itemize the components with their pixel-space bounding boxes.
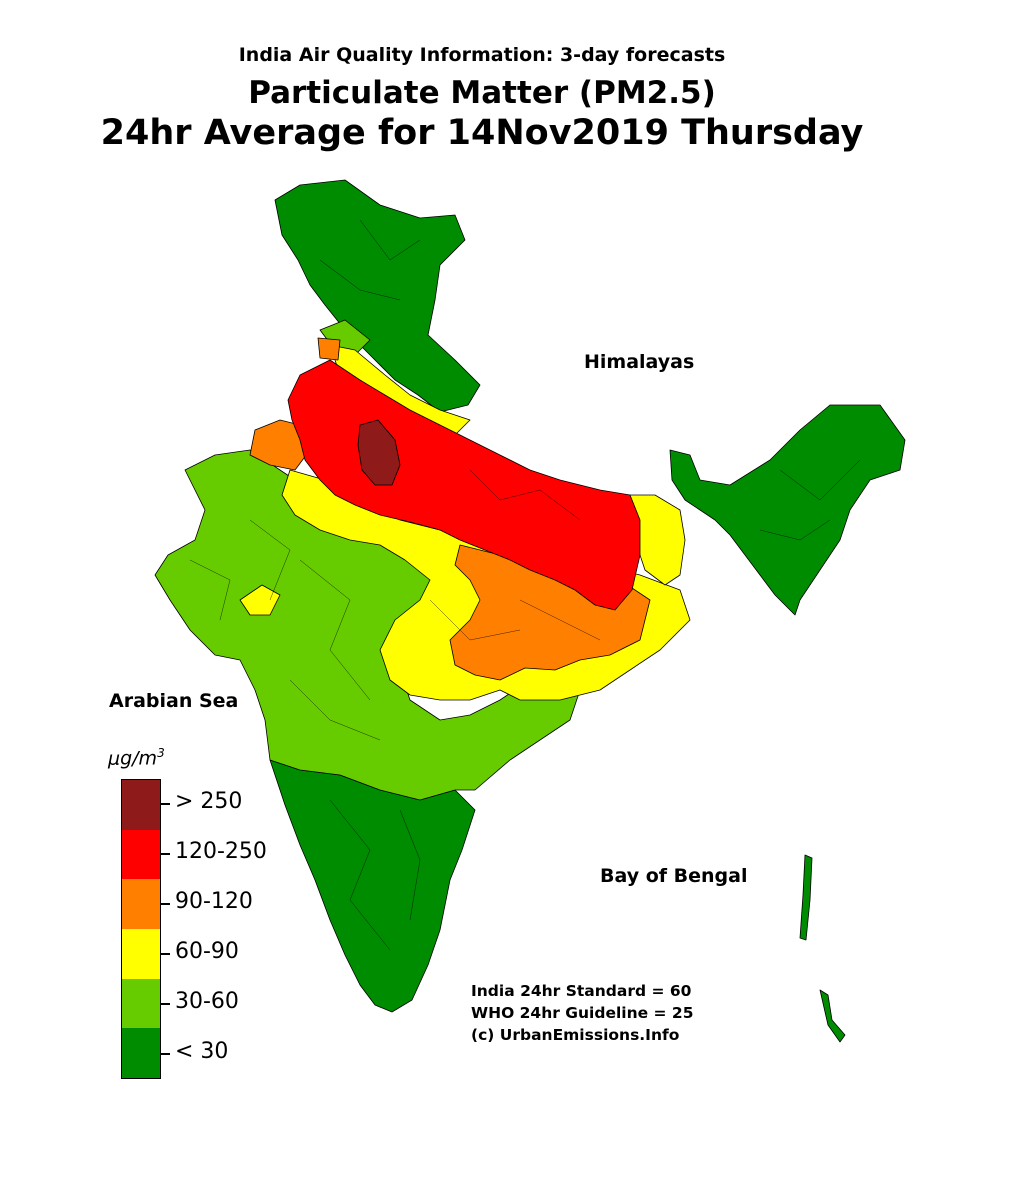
legend-tick xyxy=(161,853,170,855)
legend-swatch-high xyxy=(122,829,160,880)
legend-label-moderate-high: 90-120 xyxy=(175,889,253,914)
map-subtitle: India Air Quality Information: 3-day for… xyxy=(238,44,726,66)
legend-swatch-moderate xyxy=(122,929,160,979)
region-very-low-south xyxy=(269,759,476,1013)
legend-swatch-low xyxy=(122,978,160,1029)
legend-label-low: 30-60 xyxy=(175,989,239,1014)
district-lines xyxy=(189,219,861,951)
who-guideline-note: WHO 24hr Guideline = 25 xyxy=(471,1004,694,1022)
legend-tick xyxy=(161,953,170,955)
legend-color-bar xyxy=(121,779,161,1079)
legend-tick xyxy=(161,803,170,805)
legend-label-very-high: > 250 xyxy=(175,789,243,814)
india-standard-note: India 24hr Standard = 60 xyxy=(471,982,692,1000)
legend-label-high: 120-250 xyxy=(175,839,267,864)
region-moderate-gujarat xyxy=(239,584,281,616)
map-title: Particulate Matter (PM2.5) xyxy=(248,75,716,111)
legend-unit-label: μg/m3 xyxy=(108,746,165,770)
label-bay-of-bengal: Bay of Bengal xyxy=(600,865,748,887)
copyright-note: (c) UrbanEmissions.Info xyxy=(471,1026,680,1044)
legend-tick xyxy=(161,1003,170,1005)
legend-tick xyxy=(161,903,170,905)
legend-label-very-low: < 30 xyxy=(175,1039,229,1064)
region-very-high-haryana xyxy=(357,419,401,486)
label-himalayas: Himalayas xyxy=(584,351,695,373)
region-moderate-high-punjab xyxy=(317,337,341,361)
legend-swatch-very-low xyxy=(122,1028,160,1079)
region-very-low-north xyxy=(274,179,481,413)
label-arabian-sea: Arabian Sea xyxy=(109,690,239,712)
legend-swatch-moderate-high xyxy=(122,879,160,930)
legend-swatch-very-high xyxy=(122,780,160,830)
legend-tick xyxy=(161,1053,170,1055)
standards-notes: India 24hr Standard = 60 WHO 24hr Guidel… xyxy=(471,980,694,1046)
legend-label-moderate: 60-90 xyxy=(175,939,239,964)
region-very-low-islands xyxy=(799,854,846,1043)
region-very-low-northeast xyxy=(669,404,906,616)
region-moderate-high-rajasthan xyxy=(249,419,311,471)
map-date-title: 24hr Average for 14Nov2019 Thursday xyxy=(100,113,864,153)
